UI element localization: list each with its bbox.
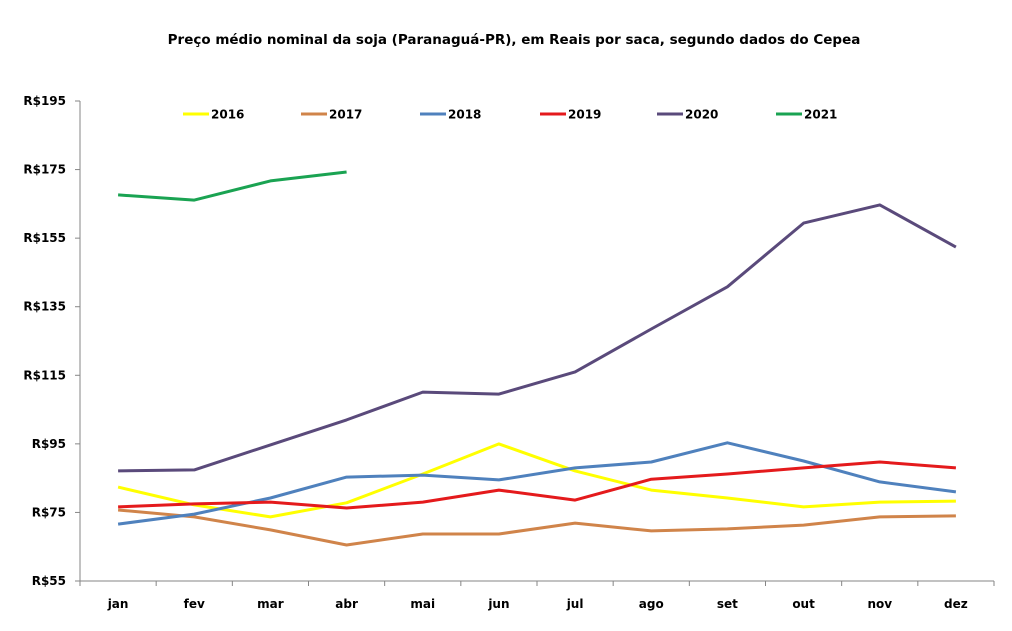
- legend-label: 2018: [448, 108, 481, 122]
- y-tick-label: R$175: [23, 163, 66, 177]
- y-tick-label: R$75: [32, 505, 66, 519]
- legend: 2016 2017 2018 2019 2020 2021: [183, 108, 837, 122]
- x-tick-label: mai: [410, 597, 435, 611]
- x-tick-label: nov: [867, 597, 892, 611]
- legend-label: 2021: [804, 108, 837, 122]
- y-tick-label: R$135: [23, 300, 66, 314]
- x-tick-label: abr: [335, 597, 358, 611]
- x-tick-label: out: [792, 597, 815, 611]
- x-tick-label: jan: [107, 597, 129, 611]
- x-tick-label: jul: [566, 597, 584, 611]
- x-axis: jan fev mar abr mai jun jul ago set out nov dez: [79, 580, 995, 611]
- legend-item-2016: 2016: [183, 108, 244, 122]
- legend-item-2021: 2021: [776, 108, 837, 122]
- x-tick-label: mar: [257, 597, 284, 611]
- legend-item-2019: 2019: [540, 108, 601, 122]
- y-tick-label: R$95: [32, 437, 66, 451]
- y-axis: R$55 R$75 R$95 R$115 R$135 R$155 R$175 R$195: [23, 94, 81, 588]
- series-line-2020: [118, 203, 957, 473]
- x-tick-label: ago: [639, 597, 664, 611]
- x-tick-label: set: [717, 597, 738, 611]
- series-lines: [117, 170, 957, 547]
- x-tick-label: jun: [487, 597, 509, 611]
- legend-label: 2017: [329, 108, 362, 122]
- y-tick-label: R$115: [23, 368, 66, 382]
- series-line-2017: [117, 508, 956, 547]
- legend-label: 2019: [568, 108, 601, 122]
- legend-item-2020: 2020: [657, 108, 718, 122]
- y-tick-label: R$195: [23, 94, 66, 108]
- series-line-2021: [117, 170, 347, 202]
- legend-item-2017: 2017: [301, 108, 362, 122]
- x-tick-label: fev: [184, 597, 205, 611]
- series-line-2019: [118, 460, 957, 510]
- y-tick-label: R$155: [23, 231, 66, 245]
- legend-label: 2016: [211, 108, 244, 122]
- legend-item-2018: 2018: [420, 108, 481, 122]
- chart-title: Preço médio nominal da soja (Paranaguá-P…: [168, 32, 861, 48]
- legend-label: 2020: [685, 108, 718, 122]
- x-tick-label: dez: [944, 597, 968, 611]
- series-line-2018: [117, 441, 957, 526]
- y-tick-label: R$55: [32, 574, 66, 588]
- series-line-2016: [117, 442, 956, 519]
